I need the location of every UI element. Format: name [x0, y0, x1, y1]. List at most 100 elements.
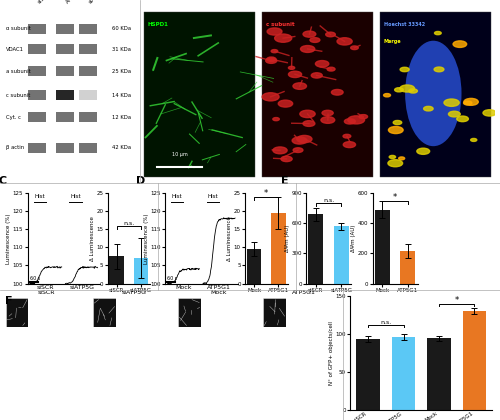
- Bar: [247, 249, 262, 284]
- Circle shape: [384, 94, 390, 97]
- Text: n.s.: n.s.: [323, 198, 334, 203]
- Text: c subunit: c subunit: [6, 93, 30, 98]
- Bar: [56, 44, 74, 54]
- Circle shape: [274, 34, 291, 42]
- Circle shape: [293, 83, 306, 89]
- Circle shape: [278, 100, 292, 107]
- Y-axis label: ΔΨm (AU): ΔΨm (AU): [352, 225, 356, 252]
- Circle shape: [273, 118, 280, 121]
- Bar: [28, 44, 46, 54]
- Bar: [56, 90, 74, 100]
- Circle shape: [470, 139, 477, 142]
- Text: VDAC1: VDAC1: [6, 47, 25, 52]
- Bar: [79, 90, 97, 100]
- Bar: [79, 143, 97, 153]
- Circle shape: [453, 41, 466, 47]
- Text: C: C: [0, 176, 6, 186]
- Title: siSCR: siSCR: [38, 290, 55, 295]
- Circle shape: [327, 67, 335, 71]
- Bar: [79, 44, 97, 54]
- Text: 25 KDa: 25 KDa: [112, 69, 131, 74]
- Circle shape: [400, 67, 409, 72]
- Bar: [392, 337, 415, 410]
- Circle shape: [273, 147, 287, 154]
- Text: 42 KDa: 42 KDa: [112, 145, 131, 150]
- Bar: [374, 210, 390, 284]
- Circle shape: [388, 160, 402, 167]
- Circle shape: [394, 88, 403, 92]
- Text: Hist: Hist: [34, 194, 45, 199]
- Text: 12 KDa: 12 KDa: [112, 115, 131, 120]
- Text: a subunit: a subunit: [6, 69, 31, 74]
- Bar: [79, 66, 97, 76]
- Circle shape: [444, 99, 459, 106]
- Circle shape: [271, 50, 278, 53]
- Circle shape: [337, 38, 352, 45]
- Text: 31 KDa: 31 KDa: [112, 47, 131, 52]
- Bar: [271, 213, 285, 284]
- Circle shape: [288, 71, 302, 78]
- Text: B: B: [139, 0, 147, 2]
- Circle shape: [293, 148, 303, 152]
- Circle shape: [393, 121, 402, 125]
- Text: HSPD1: HSPD1: [148, 22, 169, 27]
- Circle shape: [464, 101, 472, 105]
- Y-axis label: Δ Luminescence: Δ Luminescence: [90, 216, 95, 261]
- Circle shape: [262, 93, 279, 101]
- Text: Hist: Hist: [70, 194, 81, 199]
- Bar: [356, 339, 380, 410]
- Text: ATP5G1: ATP5G1: [65, 0, 83, 5]
- Circle shape: [266, 58, 277, 63]
- Text: c subunit: c subunit: [266, 22, 294, 27]
- Bar: [79, 24, 97, 34]
- Title: siATP5G: siATP5G: [121, 290, 146, 295]
- Circle shape: [332, 89, 343, 95]
- Bar: [110, 256, 124, 284]
- Circle shape: [400, 85, 414, 92]
- Bar: [400, 251, 415, 284]
- Bar: [28, 112, 46, 122]
- Text: Hist: Hist: [172, 194, 182, 199]
- Text: D: D: [136, 176, 145, 186]
- Bar: [56, 112, 74, 122]
- Circle shape: [424, 106, 433, 111]
- Circle shape: [359, 115, 368, 119]
- Circle shape: [300, 45, 315, 52]
- Text: n.s.: n.s.: [123, 220, 134, 226]
- Bar: [308, 214, 324, 284]
- Circle shape: [326, 32, 336, 37]
- Ellipse shape: [405, 41, 462, 146]
- Circle shape: [343, 134, 351, 138]
- Circle shape: [303, 121, 315, 126]
- Circle shape: [417, 148, 430, 155]
- Text: 10 μm: 10 μm: [172, 152, 188, 158]
- Circle shape: [483, 110, 496, 116]
- Text: siATP5G: siATP5G: [69, 285, 94, 290]
- Circle shape: [292, 137, 307, 144]
- Circle shape: [434, 32, 441, 35]
- Text: α subunit: α subunit: [6, 26, 31, 32]
- Text: 60 s: 60 s: [30, 276, 40, 281]
- Bar: [134, 258, 148, 284]
- Text: siSCR: siSCR: [37, 285, 54, 290]
- Circle shape: [464, 98, 478, 105]
- Y-axis label: N° of GFP+ objects/cell: N° of GFP+ objects/cell: [329, 321, 334, 385]
- Text: *: *: [264, 189, 268, 198]
- Circle shape: [409, 89, 418, 93]
- Y-axis label: Luminescence (%): Luminescence (%): [144, 213, 149, 264]
- Circle shape: [448, 111, 460, 117]
- Text: n.s.: n.s.: [380, 320, 392, 325]
- Text: *: *: [454, 296, 459, 305]
- Bar: [56, 24, 74, 34]
- Circle shape: [389, 155, 396, 158]
- Circle shape: [344, 119, 356, 124]
- Circle shape: [288, 66, 294, 69]
- Circle shape: [316, 60, 329, 67]
- Bar: [463, 311, 486, 410]
- Circle shape: [388, 126, 403, 134]
- Bar: [79, 112, 97, 122]
- Circle shape: [267, 28, 282, 35]
- Circle shape: [434, 67, 444, 72]
- Bar: [428, 339, 450, 410]
- Text: 60 KDa: 60 KDa: [112, 26, 131, 32]
